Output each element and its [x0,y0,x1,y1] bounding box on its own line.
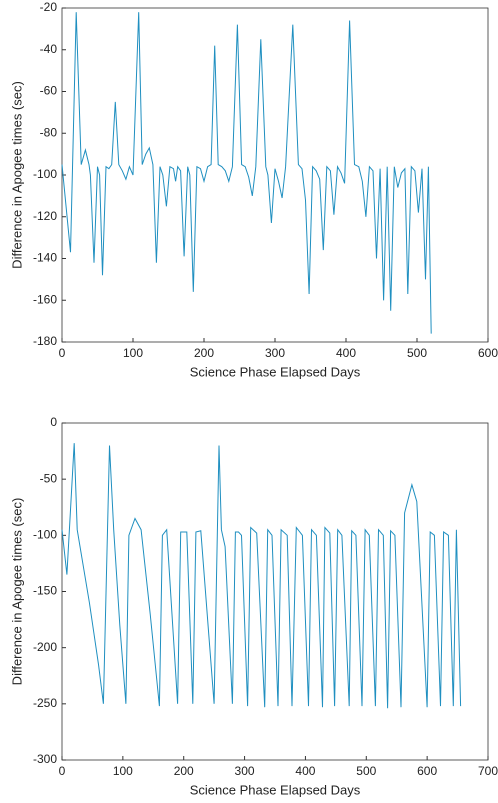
x-tick-label: 400 [295,764,315,778]
y-tick-label: -160 [33,292,57,306]
y-tick-label: -180 [33,334,57,348]
x-tick-label: 100 [123,346,143,360]
y-tick-label: 0 [50,415,57,429]
x-tick-label: 200 [174,764,194,778]
data-line [61,443,462,709]
x-tick-label: 600 [478,346,498,360]
y-tick-label: -50 [40,471,58,485]
x-tick-label: 300 [265,346,285,360]
y-axis-label: Difference in Apogee times (sec) [9,81,24,269]
x-axis-label: Science Phase Elapsed Days [190,782,361,797]
y-tick-label: -20 [40,0,58,14]
x-tick-label: 700 [478,764,498,778]
data-line [61,12,432,334]
x-tick-label: 0 [59,346,66,360]
y-tick-label: -60 [40,84,58,98]
x-axis-label: Science Phase Elapsed Days [190,364,361,379]
y-tick-label: -80 [40,125,58,139]
y-tick-label: -250 [33,696,57,710]
y-tick-label: -40 [40,42,58,56]
y-tick-label: -200 [33,640,57,654]
x-tick-label: 100 [113,764,133,778]
x-tick-label: 200 [194,346,214,360]
y-tick-label: -100 [33,167,57,181]
x-tick-label: 300 [235,764,255,778]
y-tick-label: -300 [33,752,57,766]
plot-frame [61,422,489,761]
y-tick-label: -120 [33,209,57,223]
x-tick-label: 500 [407,346,427,360]
y-tick-label: -140 [33,251,57,265]
y-axis-label: Difference in Apogee times (sec) [9,498,24,686]
x-tick-label: 500 [356,764,376,778]
y-tick-label: -100 [33,528,57,542]
y-tick-label: -150 [33,584,57,598]
x-tick-label: 600 [417,764,437,778]
x-tick-label: 0 [59,764,66,778]
x-tick-label: 400 [336,346,356,360]
